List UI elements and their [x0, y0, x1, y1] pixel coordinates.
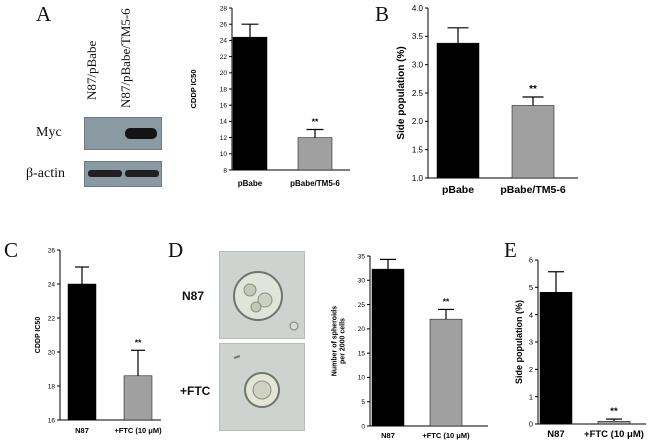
chart-d-bar [429, 318, 463, 427]
chart-b-bar [511, 105, 555, 179]
chart-a-ytick-label: 18 [220, 86, 228, 93]
chart-d-ytick-label: 20 [358, 326, 366, 333]
chart-a-ylabel: CDDP IC50 [189, 69, 198, 108]
chart-e-bar [539, 292, 573, 425]
chart-d-ylabel-line1: Number of spheroids [332, 306, 339, 377]
panel-label-c: C [4, 238, 19, 262]
chart-c-category-label: N87 [75, 426, 89, 435]
chart-b-ytick-label: 4.0 [412, 4, 424, 13]
chart-e-category-label: +FTC (10 μM) [584, 429, 644, 440]
chart-d-ylabel: Number of spheroidsper 2000 cells [332, 306, 347, 377]
actin-blot [84, 161, 162, 187]
chart-d-significance: ** [443, 296, 450, 306]
chart-d-ytick-label: 5 [361, 399, 365, 406]
panel-label-d: D [168, 238, 184, 262]
chart-c-ytick-label: 24 [48, 281, 56, 288]
photo-label-ftc: +FTC [180, 384, 211, 398]
spheroid-image-ftc [233, 355, 280, 408]
actin-band-2 [125, 170, 159, 177]
chart-d-ytick-label: 25 [358, 302, 366, 309]
chart-a-category-label: pBabe [238, 179, 263, 188]
spheroid-photo-ftc [219, 343, 305, 431]
row-label-beta-actin: β-actin [26, 166, 65, 181]
chart-d-category-label: N87 [381, 431, 395, 440]
chart-b-category-label: pBabe/TM5-6 [500, 184, 566, 196]
spheroid-photo-n87 [219, 251, 305, 339]
chart-e-ytick-label: 3 [529, 338, 533, 347]
chart-b-significance: ** [529, 84, 537, 95]
myc-blot [84, 117, 162, 150]
chart-a-ytick-label: 12 [220, 135, 228, 142]
chart-e-ytick-label: 5 [529, 283, 533, 292]
chart-b-ytick-label: 3.0 [412, 60, 424, 69]
spheroid-image-n87 [233, 271, 299, 331]
chart-e-ytick-label: 6 [529, 256, 533, 265]
chart-a-ytick-label: 26 [220, 21, 228, 28]
chart-a-significance: ** [312, 117, 319, 127]
chart-e: 0 1 2 3 4 5 6 Side population (%) N87 ** +FTC (10 … [514, 256, 646, 440]
chart-c-category-label: +FTC (10 μM) [114, 426, 162, 435]
chart-d-ytick-label: 10 [358, 375, 366, 382]
chart-b-ylabel: Side population (%) [396, 46, 407, 139]
chart-c-bar [67, 283, 97, 421]
chart-c-ytick-label: 16 [48, 417, 56, 424]
chart-a-ytick-label: 10 [220, 151, 228, 158]
chart-a: 8 10 12 14 16 18 20 22 24 26 28 CDDP IC50 pBabe ** pBa… [189, 5, 350, 188]
chart-c-ytick-label: 20 [48, 349, 56, 356]
lane-label-pbabe: N87/pBabe [84, 40, 99, 100]
chart-c-ytick-label: 18 [48, 383, 56, 390]
panel-label-a: A [36, 2, 52, 26]
chart-c-ytick-label: 22 [48, 315, 56, 322]
chart-a-ytick-label: 14 [220, 119, 228, 126]
chart-d-bar [371, 268, 405, 427]
chart-c-significance: ** [135, 337, 142, 347]
chart-a-bar [232, 36, 268, 171]
chart-a-ytick-label: 8 [223, 167, 227, 174]
lane-label-tm5-6: N87/pBabe/TM5-6 [118, 8, 133, 108]
panel-label-b: B [375, 2, 390, 26]
chart-e-bar [597, 421, 631, 425]
chart-d-ytick-label: 30 [358, 278, 366, 285]
chart-e-category-label: N87 [547, 429, 564, 440]
chart-a-ytick-label: 22 [220, 54, 228, 61]
chart-d-ytick-label: 0 [361, 423, 365, 430]
chart-d-ytick-label: 15 [358, 350, 366, 357]
chart-d-category-label: +FTC (10 μM) [422, 431, 470, 440]
chart-d-ytick-label: 35 [358, 253, 366, 260]
chart-e-ytick-label: 0 [529, 420, 533, 429]
chart-b-ytick-label: 3.5 [412, 32, 424, 41]
chart-b: 1.0 1.5 2.0 2.5 3.0 3.5 4.0 Side population (%)… [396, 4, 578, 196]
chart-b-ytick-label: 1.0 [412, 174, 424, 183]
chart-a-category-label: pBabe/TM5-6 [290, 179, 340, 188]
panel-label-e: E [504, 238, 517, 262]
chart-b-bar [436, 42, 480, 179]
chart-c: 16 18 20 22 24 26 CDDP IC50 N87 ** +FTC (10 μM) [35, 247, 162, 435]
chart-a-ytick-label: 16 [220, 102, 228, 109]
chart-b-ytick-label: 2.0 [412, 117, 424, 126]
chart-a-bar [297, 137, 333, 171]
chart-e-ylabel: Side population (%) [514, 300, 524, 384]
myc-band [125, 128, 157, 139]
chart-a-ytick-label: 20 [220, 70, 228, 77]
chart-d-ylabel-line2: per 2000 cells [340, 318, 347, 364]
chart-c-bar [123, 375, 153, 421]
chart-c-ytick-label: 26 [48, 247, 56, 254]
chart-e-ytick-label: 2 [529, 365, 533, 374]
chart-e-ytick-label: 1 [529, 392, 533, 401]
chart-b-ytick-label: 1.5 [412, 145, 424, 154]
chart-a-ytick-label: 28 [220, 5, 228, 12]
actin-band-1 [88, 170, 122, 177]
chart-e-ytick-label: 4 [529, 310, 533, 319]
chart-c-ylabel: CDDP IC50 [35, 317, 42, 354]
chart-b-category-label: pBabe [442, 184, 474, 196]
chart-b-ytick-label: 2.5 [412, 89, 424, 98]
chart-a-ytick-label: 24 [220, 38, 228, 45]
chart-e-significance: ** [610, 406, 618, 417]
chart-d: 0 5 10 15 20 25 30 35 Number of spheroidsper 200… [332, 253, 488, 440]
photo-label-n87: N87 [182, 289, 205, 303]
row-label-myc: Myc [36, 125, 62, 140]
